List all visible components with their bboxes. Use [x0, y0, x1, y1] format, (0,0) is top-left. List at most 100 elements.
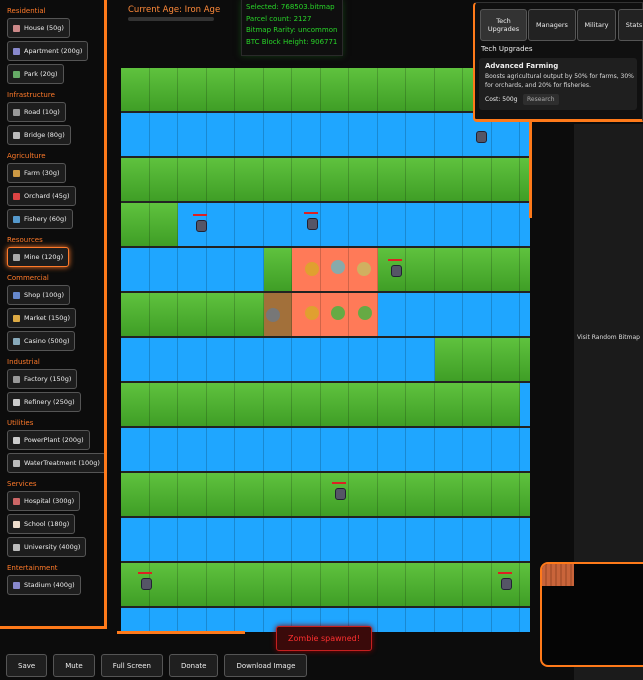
tile[interactable] — [235, 383, 264, 426]
tile[interactable] — [149, 68, 178, 111]
tile[interactable] — [263, 113, 292, 156]
tile[interactable] — [406, 248, 435, 291]
tile[interactable] — [206, 608, 235, 632]
tile[interactable] — [463, 383, 492, 426]
tile[interactable] — [463, 203, 492, 246]
tile[interactable] — [406, 68, 435, 111]
tile[interactable] — [434, 383, 463, 426]
scrollbar[interactable] — [529, 68, 532, 218]
tile[interactable] — [121, 608, 150, 632]
tile[interactable] — [463, 158, 492, 201]
tile[interactable] — [206, 248, 235, 291]
tile[interactable] — [406, 203, 435, 246]
tile[interactable] — [121, 158, 150, 201]
tile[interactable] — [178, 113, 207, 156]
tile[interactable] — [149, 563, 178, 606]
tile[interactable] — [263, 158, 292, 201]
tile[interactable] — [206, 68, 235, 111]
tile[interactable] — [206, 383, 235, 426]
tile[interactable] — [235, 293, 264, 336]
tile[interactable] — [292, 338, 321, 381]
tile[interactable] — [491, 608, 520, 632]
tile[interactable] — [263, 563, 292, 606]
tile[interactable] — [463, 608, 492, 632]
tile[interactable] — [263, 203, 292, 246]
tile[interactable] — [178, 428, 207, 471]
tile[interactable] — [434, 203, 463, 246]
tile[interactable] — [320, 518, 349, 561]
tile[interactable] — [235, 518, 264, 561]
visit-button[interactable]: Visit Random Bitmap — [577, 334, 640, 341]
tile[interactable] — [406, 113, 435, 156]
tile[interactable] — [178, 158, 207, 201]
tile[interactable] — [263, 383, 292, 426]
tile[interactable] — [406, 563, 435, 606]
tile[interactable] — [121, 338, 150, 381]
tile[interactable] — [149, 473, 178, 516]
tile[interactable] — [235, 608, 264, 632]
tile[interactable] — [434, 113, 463, 156]
tile[interactable] — [178, 473, 207, 516]
tile[interactable] — [491, 428, 520, 471]
tile[interactable] — [491, 518, 520, 561]
tile[interactable] — [178, 248, 207, 291]
tile[interactable] — [491, 383, 520, 426]
tile[interactable] — [406, 158, 435, 201]
tile[interactable] — [349, 428, 378, 471]
tile[interactable] — [206, 428, 235, 471]
tile[interactable] — [149, 248, 178, 291]
tile[interactable] — [292, 518, 321, 561]
tile[interactable] — [121, 518, 150, 561]
tile[interactable] — [149, 203, 178, 246]
tile[interactable] — [434, 293, 463, 336]
tile[interactable] — [434, 68, 463, 111]
tile[interactable] — [463, 563, 492, 606]
tile[interactable] — [206, 473, 235, 516]
tile[interactable] — [178, 608, 207, 632]
tile[interactable] — [178, 518, 207, 561]
tile[interactable] — [320, 563, 349, 606]
tile[interactable] — [235, 563, 264, 606]
action-button[interactable]: Save — [6, 654, 48, 677]
tile[interactable] — [406, 293, 435, 336]
tile[interactable] — [320, 68, 349, 111]
tile[interactable] — [377, 518, 406, 561]
action-button[interactable]: Download Image — [224, 654, 308, 677]
tile[interactable] — [520, 113, 530, 156]
tile[interactable] — [235, 203, 264, 246]
tile[interactable] — [463, 248, 492, 291]
tile[interactable] — [149, 608, 178, 632]
tile[interactable] — [520, 383, 530, 426]
research-button[interactable]: Research — [523, 94, 559, 105]
tile[interactable] — [121, 383, 150, 426]
build-button[interactable]: University (400g) — [7, 537, 87, 557]
tile[interactable] — [149, 113, 178, 156]
tile[interactable] — [520, 608, 530, 632]
tile[interactable] — [149, 383, 178, 426]
tile[interactable] — [377, 68, 406, 111]
tile[interactable] — [149, 428, 178, 471]
tile[interactable] — [463, 518, 492, 561]
tile[interactable] — [178, 68, 207, 111]
scrollbar[interactable] — [117, 631, 245, 634]
build-button[interactable]: Bridge (80g) — [7, 125, 71, 145]
tile[interactable] — [263, 428, 292, 471]
tile[interactable] — [121, 293, 150, 336]
tile[interactable] — [235, 473, 264, 516]
tile[interactable] — [349, 473, 378, 516]
tile[interactable] — [149, 158, 178, 201]
tile[interactable] — [235, 158, 264, 201]
tile[interactable] — [292, 473, 321, 516]
action-button[interactable]: Full Screen — [100, 654, 163, 677]
tile[interactable] — [434, 158, 463, 201]
action-button[interactable]: Mute — [53, 654, 95, 677]
tile[interactable] — [149, 518, 178, 561]
tile[interactable] — [320, 203, 349, 246]
tile[interactable] — [263, 518, 292, 561]
tile[interactable] — [206, 563, 235, 606]
tile[interactable] — [406, 338, 435, 381]
tile[interactable] — [292, 68, 321, 111]
tile[interactable] — [377, 203, 406, 246]
tile[interactable] — [235, 338, 264, 381]
tile[interactable] — [463, 338, 492, 381]
